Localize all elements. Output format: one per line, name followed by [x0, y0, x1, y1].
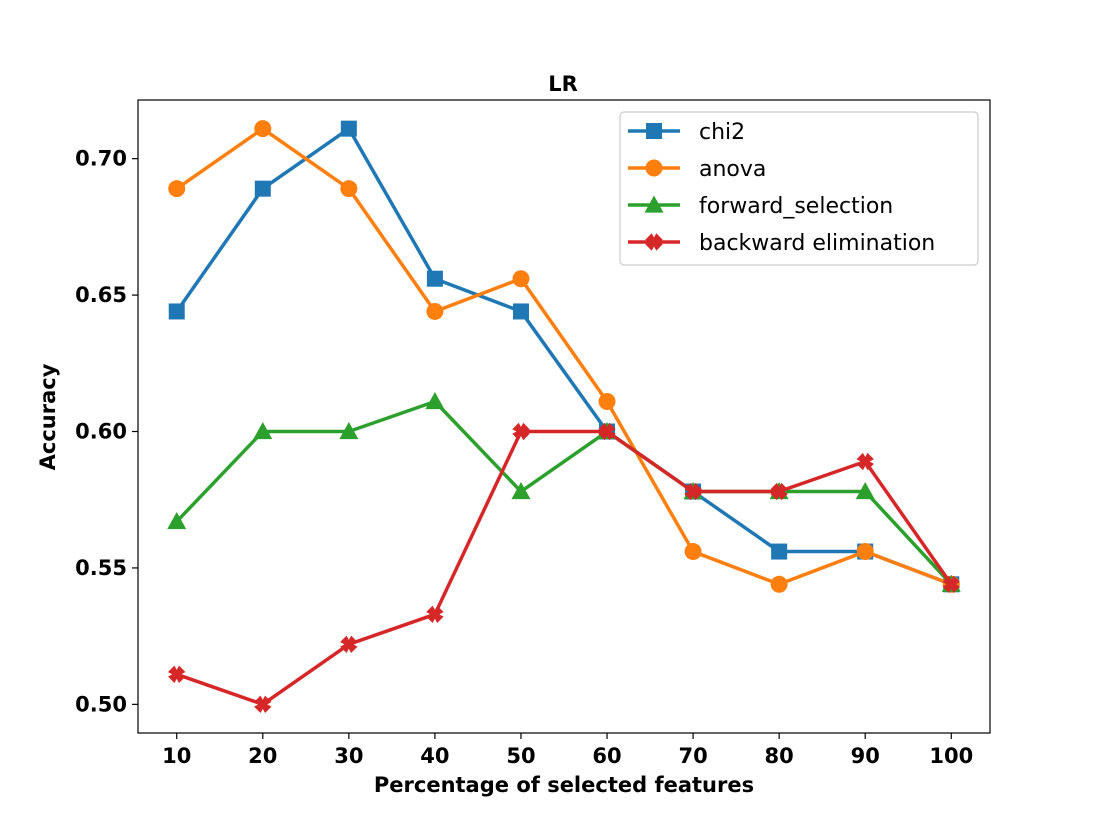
data-point	[426, 270, 443, 287]
legend-entry: chi2	[628, 120, 745, 145]
data-point	[426, 302, 444, 320]
plot-frame	[137, 99, 991, 734]
y-tick-label: 0.70	[75, 147, 127, 171]
data-point	[942, 575, 960, 593]
data-point	[340, 635, 358, 654]
legend-marker	[646, 123, 662, 139]
series-line	[175, 126, 952, 587]
x-axis: 10 20 30 40 50 60 70 80 90 100	[162, 733, 973, 768]
legend: chi2 anova forward_selection backward elimi…	[619, 111, 979, 266]
legend-marker	[645, 233, 663, 251]
data-point	[512, 303, 529, 320]
legend-marker	[645, 159, 663, 177]
x-tick-label: 30	[334, 744, 363, 768]
data-point	[771, 543, 788, 560]
legend-label: chi2	[699, 120, 745, 145]
x-tick-label: 100	[929, 744, 973, 768]
y-axis-title: Accuracy	[36, 363, 60, 470]
data-point	[598, 422, 616, 441]
data-point	[253, 422, 273, 440]
data-point	[168, 303, 185, 320]
data-point	[770, 482, 788, 501]
series-line	[175, 399, 953, 586]
legend-entry: backward elimination	[628, 231, 935, 256]
data-point	[254, 695, 272, 714]
data-point	[339, 422, 359, 440]
data-point	[168, 180, 186, 198]
chart-title: LR	[548, 72, 578, 96]
data-point	[856, 452, 874, 471]
data-point	[512, 270, 530, 288]
data-point	[168, 665, 186, 684]
series-line	[176, 429, 953, 707]
legend-marker	[644, 195, 664, 213]
data-point	[254, 180, 271, 197]
x-tick-label: 60	[592, 744, 621, 768]
data-point	[855, 482, 875, 500]
legend-entry: anova	[628, 157, 766, 182]
data-point	[684, 543, 702, 561]
legend-label: backward elimination	[699, 231, 935, 256]
y-tick-label: 0.50	[75, 692, 127, 716]
data-point	[598, 392, 616, 410]
legend-label: forward_selection	[699, 194, 893, 219]
data-point	[511, 482, 531, 500]
data-point	[340, 180, 358, 198]
x-tick-label: 80	[765, 744, 794, 768]
series-backward-elimination	[168, 422, 960, 714]
data-point	[684, 482, 702, 501]
data-point	[167, 512, 187, 530]
plot-area	[167, 120, 961, 714]
data-point	[340, 120, 357, 137]
data-point	[254, 120, 272, 138]
x-tick-label: 10	[162, 744, 191, 768]
data-point	[856, 543, 874, 561]
y-tick-label: 0.55	[75, 556, 127, 580]
data-point	[426, 605, 444, 624]
data-point	[770, 575, 788, 593]
y-tick-label: 0.60	[75, 420, 127, 444]
legend-box	[619, 111, 979, 266]
x-tick-label: 70	[678, 744, 707, 768]
x-axis-title: Percentage of selected features	[374, 773, 754, 797]
x-tick-label: 20	[248, 744, 277, 768]
data-point	[512, 422, 530, 441]
x-tick-label: 50	[506, 744, 535, 768]
y-tick-label: 0.65	[75, 283, 127, 307]
series-anova	[168, 120, 960, 593]
x-tick-label: 40	[420, 744, 449, 768]
data-point	[425, 391, 445, 410]
legend-entry: forward_selection	[628, 194, 893, 219]
y-axis: 0.50 0.55 0.60 0.65 0.70	[75, 147, 138, 716]
legend-label: anova	[699, 157, 766, 182]
x-tick-label: 90	[851, 744, 880, 768]
